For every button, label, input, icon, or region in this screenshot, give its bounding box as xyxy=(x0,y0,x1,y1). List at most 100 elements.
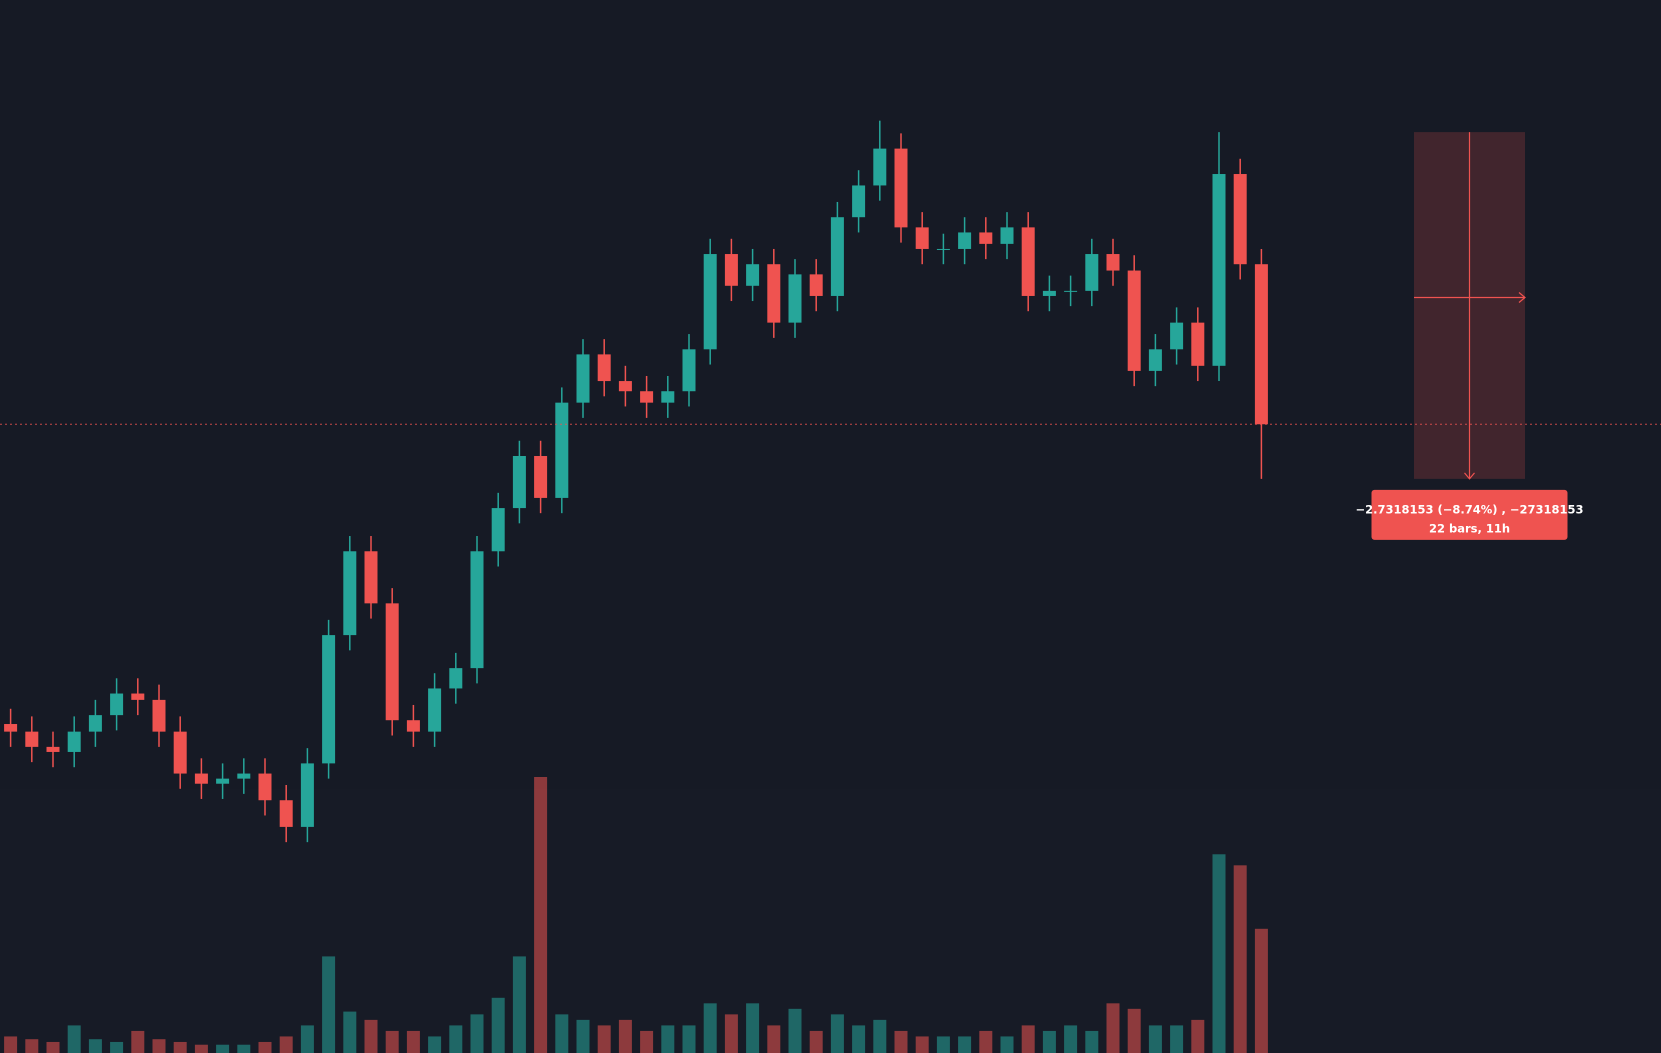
candle-body xyxy=(576,354,590,403)
candle-body xyxy=(428,688,442,732)
candle-body xyxy=(1021,227,1035,296)
volume-bar xyxy=(4,1036,18,1053)
candle-body xyxy=(1064,290,1078,292)
candle-body xyxy=(1106,254,1120,271)
candle-body xyxy=(682,349,696,392)
volume-bar xyxy=(1212,854,1226,1053)
candle-body xyxy=(1000,227,1014,244)
volume-bar xyxy=(300,1025,314,1053)
candle-body xyxy=(512,456,526,509)
candle-body xyxy=(279,800,293,827)
candle-body xyxy=(406,720,420,732)
volume-bar xyxy=(788,1008,802,1053)
volume-bar xyxy=(46,1041,60,1053)
candle-body xyxy=(449,668,463,689)
volume-bar xyxy=(131,1030,145,1053)
measure-arrow-right xyxy=(1518,292,1526,303)
candle-body xyxy=(470,551,484,669)
volume-bar xyxy=(873,1019,887,1053)
volume-bar xyxy=(1170,1025,1184,1053)
volume-bar xyxy=(152,1039,166,1053)
candle-body xyxy=(110,693,124,716)
candle-body xyxy=(1233,174,1247,265)
candle-body xyxy=(46,746,60,752)
volume-bar xyxy=(258,1041,272,1053)
volume-bar xyxy=(110,1041,124,1053)
volume-bar xyxy=(1000,1036,1014,1053)
volume-bar xyxy=(1106,1003,1120,1053)
volume-bar xyxy=(703,1003,717,1053)
volume-bar xyxy=(661,1025,675,1053)
volume-bar xyxy=(936,1036,950,1053)
candle-body xyxy=(873,148,887,186)
candle-body xyxy=(788,274,802,323)
volume-bar xyxy=(724,1014,738,1053)
volume-bar xyxy=(88,1039,102,1053)
candle-body xyxy=(936,248,950,250)
volume-bar xyxy=(1127,1008,1141,1053)
candle-body xyxy=(364,551,378,604)
candle-body xyxy=(852,185,866,218)
candle-body xyxy=(4,724,18,732)
volume-bar xyxy=(979,1030,993,1053)
candle-body xyxy=(767,264,781,323)
candle-body xyxy=(1127,270,1141,371)
volume-bar xyxy=(915,1036,929,1053)
volume-bar xyxy=(491,997,505,1053)
candle-body xyxy=(979,232,993,244)
volume-bar xyxy=(1191,1019,1205,1053)
volume-bar xyxy=(746,1003,760,1053)
candle-body xyxy=(703,254,717,350)
candle-body xyxy=(1170,322,1184,350)
volume-bar xyxy=(512,956,526,1053)
candle-body xyxy=(640,391,654,403)
candle-body xyxy=(958,232,972,249)
candle-body xyxy=(25,731,39,747)
volume-bar xyxy=(364,1019,378,1053)
volume-bar xyxy=(1233,865,1247,1053)
measure-label-box xyxy=(1371,489,1568,540)
volume-bar xyxy=(25,1039,39,1053)
candle-body xyxy=(152,699,166,732)
candle-body xyxy=(1085,254,1099,291)
candle-body xyxy=(343,551,357,636)
candle-body xyxy=(1042,290,1056,296)
candle-body xyxy=(724,254,738,286)
candle-body xyxy=(915,227,929,249)
volume-bar xyxy=(534,777,548,1053)
volume-bar xyxy=(385,1030,399,1053)
volume-bar xyxy=(958,1036,972,1053)
volume-bar xyxy=(67,1025,81,1053)
candle-body xyxy=(618,381,632,392)
candle-body xyxy=(661,391,675,403)
volume-bar xyxy=(279,1036,293,1053)
candle-body xyxy=(194,773,208,784)
volume-bar xyxy=(576,1019,590,1053)
volume-bar xyxy=(555,1014,569,1053)
volume-bar xyxy=(194,1044,208,1053)
candle-body xyxy=(67,731,81,752)
volume-bar xyxy=(1021,1025,1035,1053)
volume-bar xyxy=(894,1030,908,1053)
candle-body xyxy=(300,763,314,827)
candle-body xyxy=(830,217,844,296)
candle-body xyxy=(1254,264,1268,425)
volume-bar xyxy=(470,1014,484,1053)
candle-body xyxy=(809,274,823,296)
volume-bar xyxy=(1064,1025,1078,1053)
volume-bar xyxy=(343,1011,357,1053)
volume-bar xyxy=(597,1025,611,1053)
volume-bar xyxy=(1042,1030,1056,1053)
candle-body xyxy=(237,773,251,779)
volume-pane xyxy=(0,789,1661,1053)
candle-body xyxy=(894,148,908,228)
candle-body xyxy=(597,354,611,382)
candle-body xyxy=(555,402,569,498)
candle-body xyxy=(88,715,102,732)
volume-bar xyxy=(406,1030,420,1053)
volume-bar xyxy=(173,1041,187,1053)
candle-body xyxy=(491,508,505,552)
candle-body xyxy=(216,778,230,784)
volume-bar xyxy=(618,1019,632,1053)
